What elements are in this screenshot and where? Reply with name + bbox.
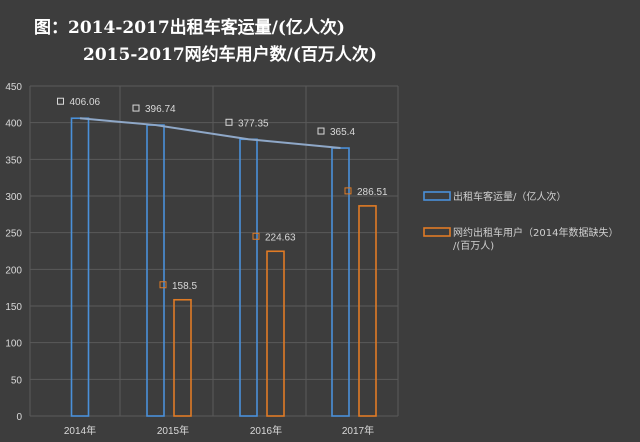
bar-taxi-2 <box>239 138 258 417</box>
legend-label-ride-line1: 网约出租车用户（2014年数据缺失） <box>453 226 618 239</box>
y-tick-350: 350 <box>5 155 22 166</box>
legend-label-ride-line2: /(百万人) <box>453 240 494 252</box>
y-tick-450: 450 <box>5 82 22 93</box>
y-tick-150: 150 <box>5 302 22 313</box>
label-ride-1: 158.5 <box>172 281 197 292</box>
bar-ride-2 <box>266 250 285 417</box>
bar-taxi-1 <box>146 124 165 417</box>
x-tick-2: 2016年 <box>250 424 282 437</box>
label-ride-2: 224.63 <box>265 232 296 243</box>
chart-title-line1: 图：2014-2017出租车客运量/(亿人次) <box>34 18 345 38</box>
x-tick-3: 2017年 <box>342 424 374 437</box>
label-taxi-0: 406.06 <box>70 97 101 108</box>
data-labels: 406.06 396.74 377.35 365.4 158.5 224.63 286.51 <box>57 97 388 292</box>
trendline <box>79 117 341 150</box>
bar-ride-3 <box>358 205 377 417</box>
marker-taxi-2 <box>225 118 233 126</box>
marker-taxi-3 <box>317 127 325 135</box>
marker-ride-3 <box>344 187 352 195</box>
x-tick-0: 2014年 <box>64 424 96 437</box>
x-tick-1: 2015年 <box>157 424 189 437</box>
y-tick-0: 0 <box>16 412 22 423</box>
marker-ride-1 <box>159 281 167 289</box>
grid-lines <box>29 85 399 417</box>
y-tick-200: 200 <box>5 265 22 276</box>
legend-label-taxi: 出租车客运量/（亿人次） <box>453 190 566 203</box>
label-ride-3: 286.51 <box>357 187 388 198</box>
label-taxi-3: 365.4 <box>330 127 355 138</box>
marker-ride-2 <box>252 232 260 240</box>
y-tick-250: 250 <box>5 229 22 240</box>
taxi-trendline <box>79 117 341 150</box>
legend-swatch-ride <box>423 227 451 237</box>
legend-swatch-taxi <box>423 191 451 201</box>
marker-taxi-1 <box>132 104 140 112</box>
legend: 出租车客运量/（亿人次） 网约出租车用户（2014年数据缺失） /(百万人) <box>423 190 618 252</box>
bars <box>70 117 377 417</box>
y-tick-50: 50 <box>11 375 23 386</box>
y-tick-100: 100 <box>5 339 22 350</box>
bar-taxi-0 <box>70 117 90 417</box>
chart-title-line2: 2015-2017网约车用户数/(百万人次) <box>83 45 377 65</box>
y-tick-300: 300 <box>5 192 22 203</box>
marker-taxi-0 <box>57 97 64 105</box>
y-tick-400: 400 <box>5 119 22 130</box>
label-taxi-1: 396.74 <box>145 104 176 115</box>
bar-ride-1 <box>173 298 192 417</box>
axis-ticks: 0 50 100 150 200 250 300 350 400 450 2014年 2015年 201… <box>5 82 374 437</box>
label-taxi-2: 377.35 <box>238 118 269 129</box>
